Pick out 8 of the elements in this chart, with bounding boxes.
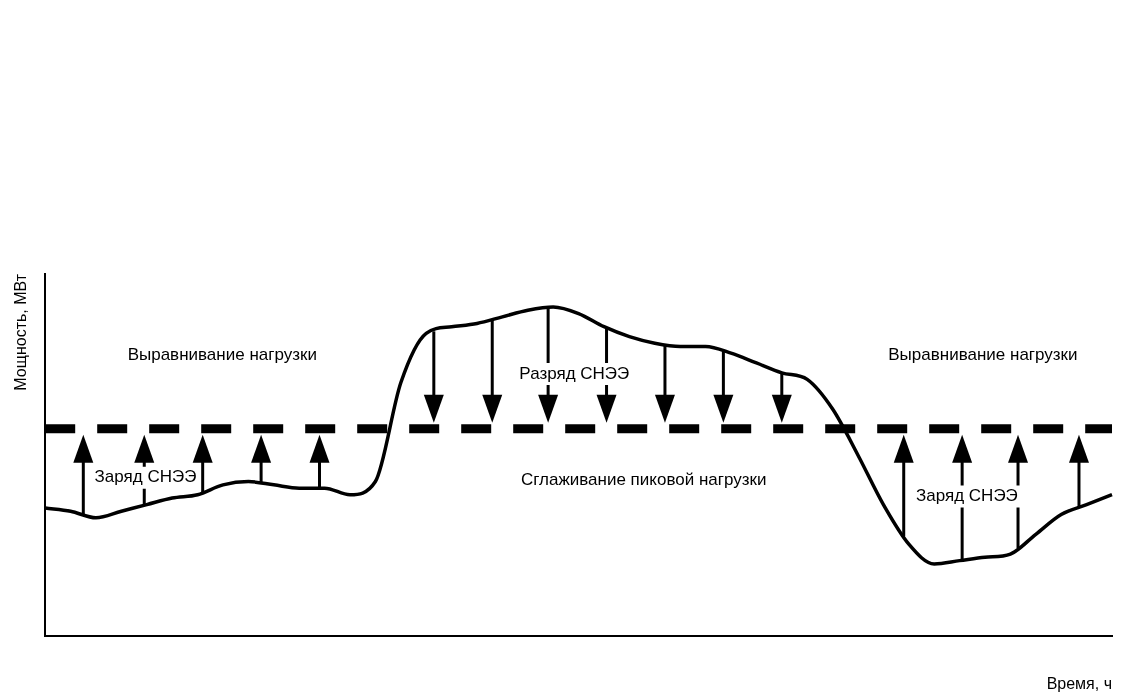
annotation: Выравнивание нагрузки [127, 344, 317, 364]
y-axis-title: Мощность, МВт [12, 273, 30, 391]
annotation: Заряд СНЭЭ [94, 467, 197, 487]
annotation: Выравнивание нагрузки [888, 344, 1078, 364]
x-axis-title: Время, ч [1046, 674, 1112, 692]
annotation: Разряд СНЭЭ [519, 363, 630, 383]
annotation: Заряд СНЭЭ [916, 486, 1018, 506]
annotation: Сглаживание пиковой нагрузки [520, 469, 767, 489]
